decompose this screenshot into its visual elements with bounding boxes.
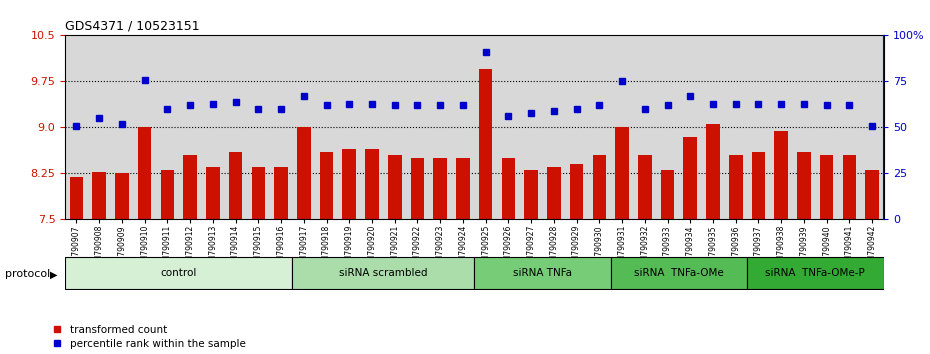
Bar — [865, 170, 879, 354]
Text: ▶: ▶ — [50, 269, 58, 279]
Bar — [320, 152, 333, 354]
Bar — [229, 152, 243, 354]
FancyBboxPatch shape — [747, 257, 884, 289]
Bar — [638, 155, 652, 354]
Bar — [479, 69, 493, 354]
Legend: transformed count, percentile rank within the sample: transformed count, percentile rank withi… — [52, 325, 246, 349]
Bar — [138, 127, 152, 354]
Bar — [729, 155, 742, 354]
Bar — [775, 131, 788, 354]
Bar — [592, 155, 606, 354]
Bar — [456, 158, 470, 354]
Bar — [388, 155, 402, 354]
Text: control: control — [161, 268, 197, 278]
Bar — [660, 170, 674, 354]
Text: protocol: protocol — [5, 269, 50, 279]
Bar — [843, 155, 857, 354]
FancyBboxPatch shape — [611, 257, 747, 289]
Text: siRNA scrambled: siRNA scrambled — [339, 268, 428, 278]
Bar — [365, 149, 379, 354]
FancyBboxPatch shape — [292, 257, 474, 289]
Bar — [706, 124, 720, 354]
Bar — [570, 164, 583, 354]
Text: siRNA  TNFa-OMe: siRNA TNFa-OMe — [634, 268, 724, 278]
Bar — [297, 127, 311, 354]
Bar — [342, 149, 356, 354]
Bar — [820, 155, 833, 354]
Bar — [206, 167, 219, 354]
Bar — [70, 177, 84, 354]
Bar — [751, 152, 765, 354]
Text: siRNA  TNFa-OMe-P: siRNA TNFa-OMe-P — [765, 268, 865, 278]
Bar — [433, 158, 447, 354]
Bar — [684, 137, 698, 354]
Bar — [411, 158, 424, 354]
Bar — [501, 158, 515, 354]
Bar — [161, 170, 174, 354]
Text: siRNA TNFa: siRNA TNFa — [513, 268, 572, 278]
Bar — [92, 172, 106, 354]
Text: GDS4371 / 10523151: GDS4371 / 10523151 — [65, 20, 200, 33]
Bar — [274, 167, 288, 354]
FancyBboxPatch shape — [65, 257, 292, 289]
FancyBboxPatch shape — [474, 257, 611, 289]
Bar — [797, 152, 811, 354]
Bar — [115, 173, 128, 354]
Bar — [251, 167, 265, 354]
Bar — [183, 155, 197, 354]
Bar — [547, 167, 561, 354]
Bar — [525, 170, 538, 354]
Bar — [616, 127, 629, 354]
